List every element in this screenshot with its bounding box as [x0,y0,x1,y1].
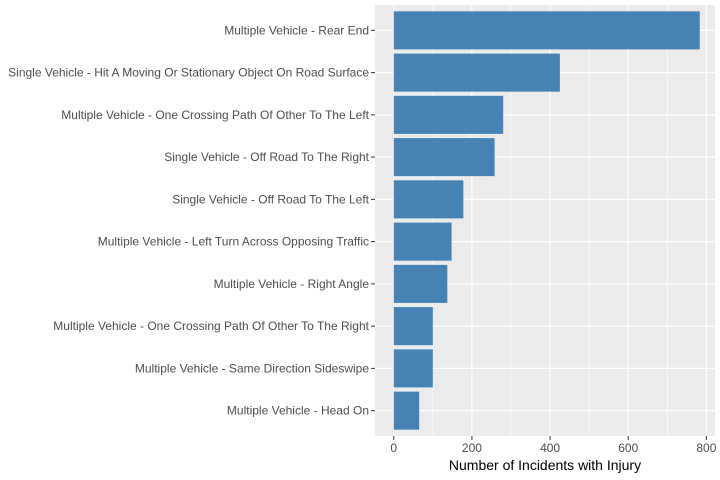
bar [393,53,560,92]
x-tick-label: 800 [696,441,716,455]
category-label: Multiple Vehicle - Rear End [224,23,369,37]
bar [393,222,452,261]
x-axis-title: Number of Incidents with Injury [449,457,641,473]
bars [393,11,700,430]
x-axis: 0 200 400 600 800 [390,436,717,455]
x-tick-label: 600 [618,441,638,455]
category-label: Single Vehicle - Off Road To The Left [172,192,369,206]
category-label: Multiple Vehicle - One Crossing Path Of … [61,108,369,122]
y-axis: Multiple Vehicle - Rear End Single Vehicl… [8,23,375,418]
bar [393,349,433,388]
category-label: Multiple Vehicle - Right Angle [214,277,370,291]
category-label: Multiple Vehicle - Head On [227,404,369,418]
bar [393,11,700,50]
category-label: Multiple Vehicle - Same Direction Sidesw… [135,361,369,375]
category-label: Single Vehicle - Off Road To The Right [164,150,369,164]
x-tick-label: 0 [390,441,397,455]
category-label: Multiple Vehicle - One Crossing Path Of … [53,319,369,333]
bar [393,307,433,346]
x-tick-label: 400 [540,441,560,455]
category-label: Single Vehicle - Hit A Moving Or Station… [8,66,369,80]
x-tick-label: 200 [462,441,482,455]
bar [393,138,495,177]
bar [393,391,420,430]
bar [393,95,504,134]
bar [393,180,464,219]
bar [393,264,448,303]
category-label: Multiple Vehicle - Left Turn Across Oppo… [98,235,369,249]
